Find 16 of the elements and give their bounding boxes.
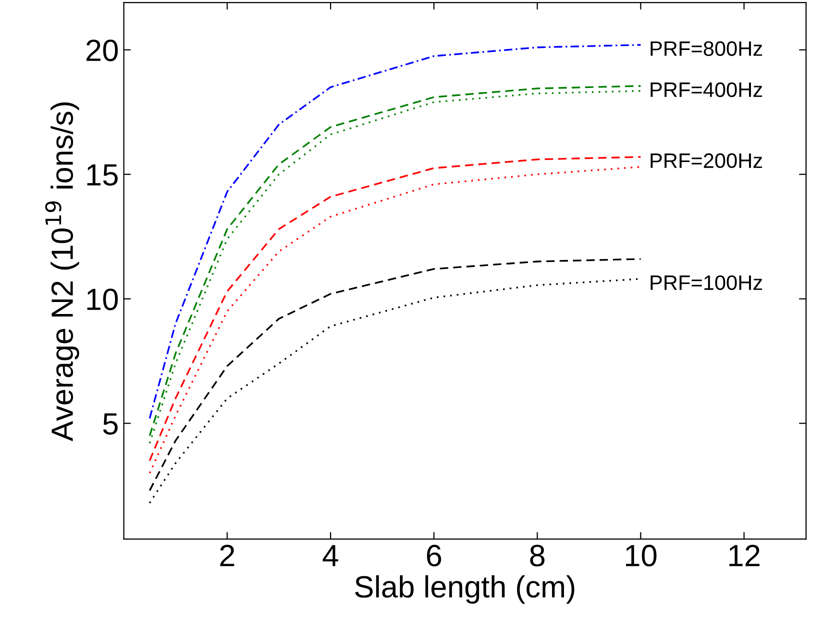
x-tick-label: 6 <box>426 544 442 566</box>
y-tick-label: 10 <box>87 288 118 310</box>
x-tick-label: 4 <box>322 545 338 566</box>
y-tick-label: 5 <box>103 413 118 435</box>
x-tick-label: 8 <box>530 544 544 566</box>
y-tick-label: 15 <box>87 164 118 186</box>
annotation: PRF=800Hz <box>650 41 762 56</box>
annotation: PRF=200Hz <box>650 153 762 168</box>
x-axis-title: Slab length (cm) <box>355 575 574 604</box>
x-tick-label: 12 <box>729 544 760 566</box>
x-tick-label: 2 <box>220 544 234 566</box>
y-tick-label: 20 <box>86 40 118 62</box>
annotation: PRF=400Hz <box>650 82 762 98</box>
y-axis-title: Average N2 (10$^{19}$ ions/s) <box>45 102 80 442</box>
x-tick-label: 10 <box>626 544 656 566</box>
annotation: PRF=100Hz <box>650 275 762 290</box>
